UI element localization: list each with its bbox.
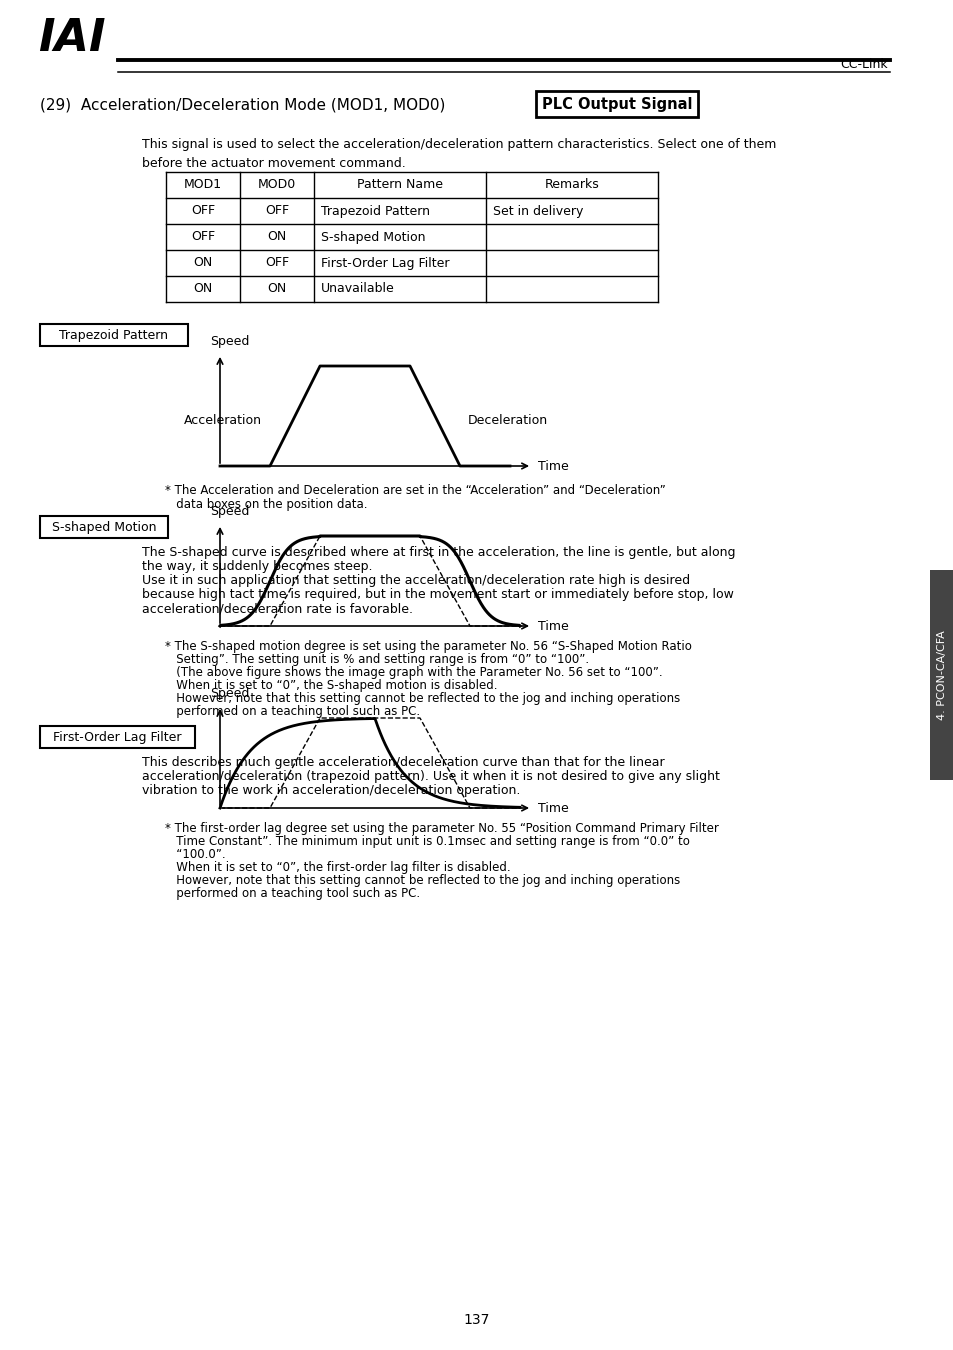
Text: S-shaped Motion: S-shaped Motion [51,521,156,533]
Text: MOD0: MOD0 [257,178,295,192]
Text: OFF: OFF [191,231,214,243]
Text: Trapezoid Pattern: Trapezoid Pattern [59,328,169,342]
Text: S-shaped Motion: S-shaped Motion [320,231,425,243]
Text: Remarks: Remarks [544,178,598,192]
Text: PLC Output Signal: PLC Output Signal [541,96,692,112]
Bar [40,726,194,748]
Text: data boxes on the position data.: data boxes on the position data. [165,498,367,512]
Text: This describes much gentle acceleration/deceleration curve than that for the lin: This describes much gentle acceleration/… [142,756,664,770]
Text: the way, it suddenly becomes steep.: the way, it suddenly becomes steep. [142,560,372,572]
Text: Pattern Name: Pattern Name [356,178,442,192]
Text: vibration to the work in acceleration/deceleration operation.: vibration to the work in acceleration/de… [142,784,519,796]
Text: ON: ON [193,256,213,270]
Text: Time: Time [537,459,568,472]
Text: First-Order Lag Filter: First-Order Lag Filter [53,730,182,744]
Text: Use it in such application that setting the acceleration/deceleration rate high : Use it in such application that setting … [142,574,689,587]
Text: because high tact time is required, but in the movement start or immediately bef: because high tact time is required, but … [142,589,733,601]
Text: * The first-order lag degree set using the parameter No. 55 “Position Command Pr: * The first-order lag degree set using t… [165,822,719,836]
Text: CC-Link: CC-Link [840,58,887,72]
Text: The S-shaped curve is described where at first in the acceleration, the line is : The S-shaped curve is described where at… [142,545,735,559]
Text: Time: Time [537,620,568,633]
Text: OFF: OFF [265,204,289,217]
Text: Time: Time [537,802,568,814]
Text: When it is set to “0”, the S-shaped motion is disabled.: When it is set to “0”, the S-shaped moti… [165,679,497,693]
Text: Speed: Speed [210,687,250,701]
Text: 4. PCON-CA/CFA: 4. PCON-CA/CFA [936,630,946,720]
Text: * The Acceleration and Deceleration are set in the “Acceleration” and “Decelerat: * The Acceleration and Deceleration are … [165,485,665,497]
Text: ON: ON [267,282,286,296]
Text: ON: ON [193,282,213,296]
Text: * The S-shaped motion degree is set using the parameter No. 56 “S-Shaped Motion : * The S-shaped motion degree is set usin… [165,640,691,653]
Text: OFF: OFF [265,256,289,270]
Text: acceleration/deceleration rate is favorable.: acceleration/deceleration rate is favora… [142,602,413,616]
Text: acceleration/deceleration (trapezoid pattern). Use it when it is not desired to : acceleration/deceleration (trapezoid pat… [142,769,720,783]
Text: performed on a teaching tool such as PC.: performed on a teaching tool such as PC. [165,887,419,900]
Text: Setting”. The setting unit is % and setting range is from “0” to “100”.: Setting”. The setting unit is % and sett… [165,653,589,666]
Text: Set in delivery: Set in delivery [493,204,583,217]
Text: (The above figure shows the image graph with the Parameter No. 56 set to “100”.: (The above figure shows the image graph … [165,666,662,679]
Text: Speed: Speed [210,335,250,348]
Text: 137: 137 [463,1314,490,1327]
Text: First-Order Lag Filter: First-Order Lag Filter [320,256,449,270]
Text: However, note that this setting cannot be reflected to the jog and inching opera: However, note that this setting cannot b… [165,873,679,887]
Text: However, note that this setting cannot be reflected to the jog and inching opera: However, note that this setting cannot b… [165,693,679,705]
Text: “100.0”.: “100.0”. [165,848,226,861]
Text: This signal is used to select the acceleration/deceleration pattern characterist: This signal is used to select the accele… [142,138,776,170]
Bar [929,570,953,780]
Text: Speed: Speed [210,505,250,518]
Text: OFF: OFF [191,204,214,217]
Text: Trapezoid Pattern: Trapezoid Pattern [320,204,430,217]
Bar [40,324,188,346]
Text: MOD1: MOD1 [184,178,222,192]
Text: When it is set to “0”, the first-order lag filter is disabled.: When it is set to “0”, the first-order l… [165,861,510,873]
Text: (29)  Acceleration/Deceleration Mode (MOD1, MOD0): (29) Acceleration/Deceleration Mode (MOD… [40,97,445,112]
Bar [536,90,698,117]
Text: Time Constant”. The minimum input unit is 0.1msec and setting range is from “0.0: Time Constant”. The minimum input unit i… [165,836,689,848]
Text: performed on a teaching tool such as PC.: performed on a teaching tool such as PC. [165,705,419,718]
Text: IAI: IAI [38,18,106,59]
Text: ON: ON [267,231,286,243]
Text: Deceleration: Deceleration [468,414,548,428]
Bar [40,516,168,539]
Text: Unavailable: Unavailable [320,282,395,296]
Text: Acceleration: Acceleration [184,414,262,428]
